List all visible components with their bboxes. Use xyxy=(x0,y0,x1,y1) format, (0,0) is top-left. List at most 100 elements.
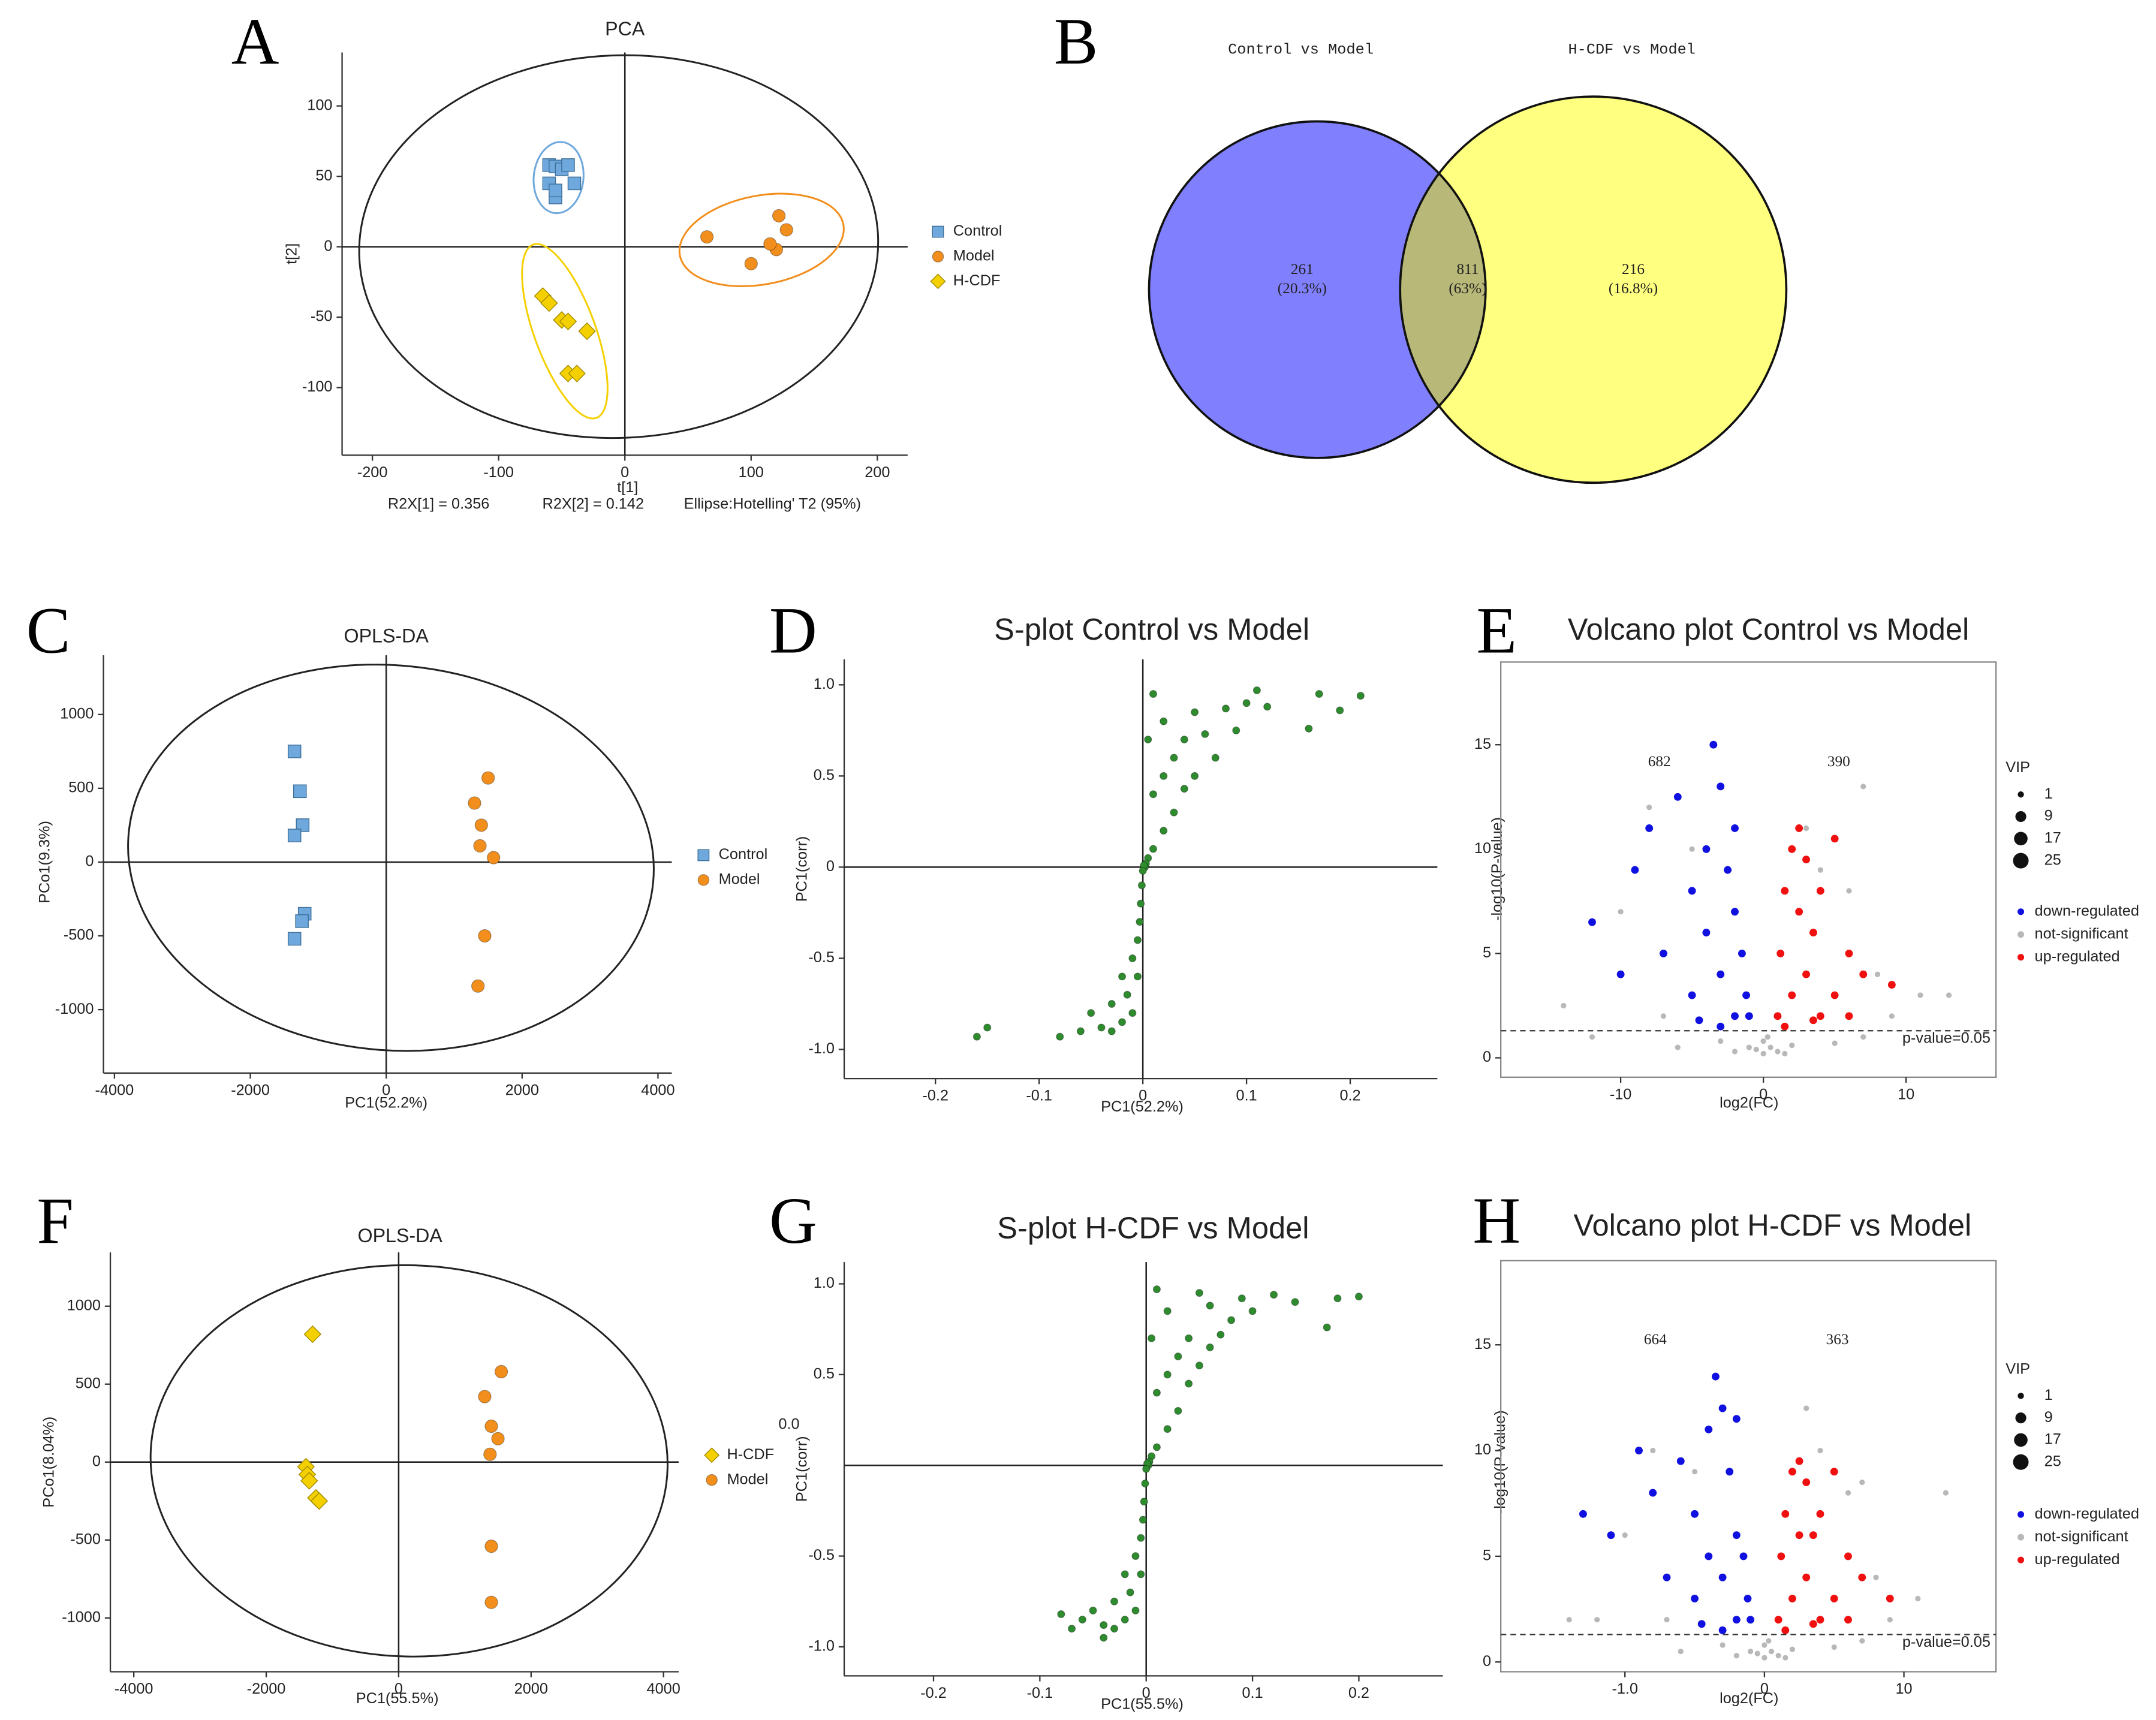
point xyxy=(1733,1653,1739,1659)
point xyxy=(1795,908,1803,916)
x-axis-label: log2(FC) xyxy=(1720,1094,1778,1111)
point xyxy=(1137,1534,1145,1542)
point xyxy=(1873,1574,1879,1580)
x-tick-label: 10 xyxy=(1895,1680,1912,1697)
point xyxy=(1100,1634,1108,1642)
point xyxy=(1136,918,1144,926)
ellipse xyxy=(358,54,880,439)
point xyxy=(1057,1610,1065,1618)
point xyxy=(287,932,302,946)
point xyxy=(1131,1552,1140,1561)
y-tick-label: 5 xyxy=(1483,1547,1491,1564)
panel-label: C xyxy=(26,594,71,667)
point xyxy=(1160,717,1168,725)
x-axis-label: log2(FC) xyxy=(1720,1690,1778,1707)
point xyxy=(1845,1490,1851,1496)
vip-legend-marker xyxy=(2015,811,2026,823)
point xyxy=(1859,1638,1865,1644)
point xyxy=(1688,887,1696,895)
vip-legend-label: 9 xyxy=(2044,1409,2053,1426)
point xyxy=(1650,1447,1656,1454)
point xyxy=(1616,970,1625,978)
point xyxy=(1717,970,1725,978)
point xyxy=(1137,881,1146,890)
region-percent: (63%) xyxy=(1449,280,1486,297)
point xyxy=(1803,1405,1809,1411)
vip-legend-label: 1 xyxy=(2044,1387,2053,1403)
point xyxy=(1761,1642,1767,1648)
vip-legend-marker xyxy=(2014,1433,2028,1447)
panel-label: D xyxy=(769,594,817,667)
point xyxy=(1830,991,1839,999)
point xyxy=(1705,1552,1713,1561)
point xyxy=(1738,949,1746,957)
point xyxy=(1718,1626,1727,1634)
chart-title: S-plot Control vs Model xyxy=(994,612,1309,646)
point xyxy=(1631,866,1639,874)
legend-label: Control xyxy=(953,222,1002,239)
point xyxy=(1305,724,1313,733)
set-label: Control vs Model xyxy=(1228,41,1374,59)
point xyxy=(1731,908,1739,916)
y-tick-label: 0.5 xyxy=(814,1366,835,1382)
point xyxy=(1691,1594,1699,1602)
point xyxy=(1788,991,1796,999)
vip-legend-title: VIP xyxy=(2006,1360,2030,1377)
region-percent: (20.3%) xyxy=(1278,280,1327,297)
point xyxy=(1717,782,1725,791)
chart-title: Volcano plot Control vs Model xyxy=(1568,612,1970,646)
point xyxy=(568,365,586,382)
point xyxy=(1816,887,1824,895)
chart-title: OPLS-DA xyxy=(358,1225,443,1246)
point xyxy=(561,158,575,172)
y-tick-label: -50 xyxy=(311,308,333,325)
vip-legend-marker xyxy=(2018,1393,2024,1399)
point xyxy=(1809,929,1817,937)
ellipse xyxy=(532,141,585,215)
point xyxy=(1110,1625,1119,1633)
legend-marker xyxy=(697,874,710,886)
point xyxy=(484,1419,498,1433)
point xyxy=(1649,1489,1657,1497)
point xyxy=(1660,1013,1667,1019)
point xyxy=(1121,1615,1129,1624)
point xyxy=(744,257,758,270)
point xyxy=(1781,1626,1790,1634)
point xyxy=(1768,1649,1775,1655)
point xyxy=(1291,1298,1299,1306)
point xyxy=(1788,1594,1796,1602)
ellipse xyxy=(127,664,655,1052)
y-axis-label: PC1(corr) xyxy=(794,836,811,902)
legend-marker xyxy=(2018,1511,2025,1518)
x-tick-label: 100 xyxy=(739,464,764,481)
panel-label: H xyxy=(1473,1184,1520,1257)
legend-marker xyxy=(704,1447,720,1463)
x-tick-label: -2000 xyxy=(231,1082,270,1099)
point xyxy=(1579,1510,1587,1518)
point xyxy=(1816,1616,1824,1624)
point xyxy=(1795,1457,1803,1465)
count-label: 363 xyxy=(1826,1331,1849,1348)
point xyxy=(1237,1294,1246,1303)
point xyxy=(1764,1034,1770,1040)
point xyxy=(1618,909,1624,915)
venn-set xyxy=(1400,97,1787,483)
point xyxy=(1802,1478,1811,1486)
chart-title: PCA xyxy=(605,18,645,40)
point xyxy=(1137,1570,1145,1579)
point xyxy=(296,818,310,832)
point xyxy=(1185,1379,1193,1388)
point xyxy=(1588,918,1596,926)
x-tick-label: 0 xyxy=(1759,1086,1767,1103)
point xyxy=(1676,1457,1685,1465)
x-tick-label: 0.1 xyxy=(1242,1685,1263,1701)
x-tick-label: 0.2 xyxy=(1348,1685,1369,1701)
region-count: 216 xyxy=(1622,261,1645,278)
point xyxy=(1163,1307,1172,1315)
x-tick-label: -10 xyxy=(1610,1086,1632,1103)
x-tick-label: 2000 xyxy=(514,1680,548,1697)
vip-legend-label: 17 xyxy=(2044,1431,2061,1448)
point xyxy=(1242,699,1251,707)
legend-label: not-significant xyxy=(2035,925,2128,942)
point xyxy=(1917,992,1923,998)
